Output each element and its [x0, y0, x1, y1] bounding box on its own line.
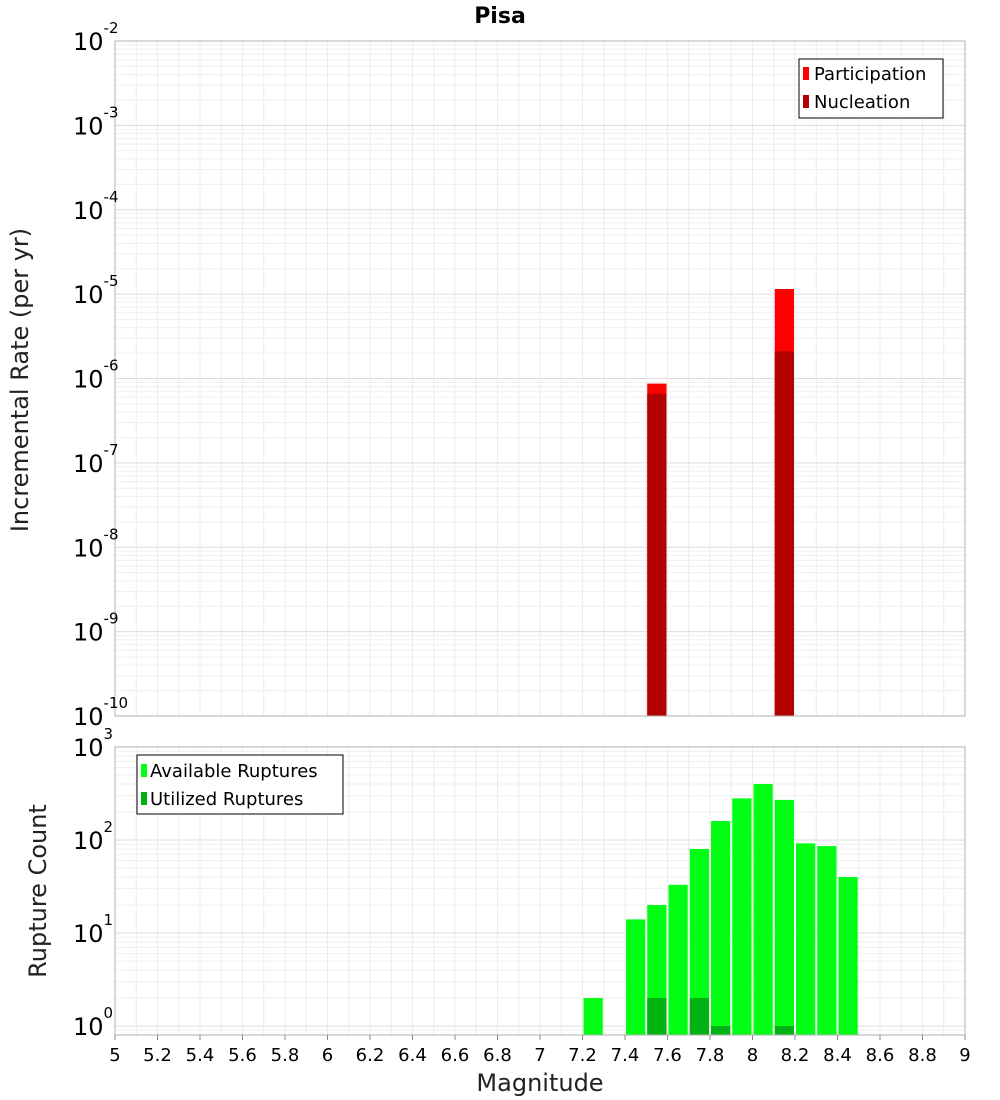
- x-tick-label: 5.8: [271, 1045, 300, 1066]
- y-tick-label: 10-3: [73, 103, 119, 140]
- x-tick-label: 5.2: [143, 1045, 172, 1066]
- bar-available-ruptures: [711, 821, 731, 1035]
- legend-swatch-available: [141, 764, 147, 777]
- y-tick-label: 100: [73, 1004, 113, 1041]
- legend-label-participation: Participation: [814, 64, 926, 85]
- y-tick-base: 10: [73, 28, 104, 56]
- bar-available-ruptures: [626, 919, 646, 1035]
- y-tick-exponent: -7: [104, 441, 119, 459]
- x-tick-label: 6.2: [356, 1045, 385, 1066]
- x-axis-label: Magnitude: [476, 1069, 603, 1097]
- x-tick-label: 6.6: [441, 1045, 470, 1066]
- bar-nucleation: [774, 351, 794, 716]
- top-plot-frame: [114, 40, 966, 717]
- y-tick-base: 10: [73, 197, 104, 225]
- bar-available-ruptures: [796, 843, 816, 1035]
- bottom-legend: Available Ruptures Utilized Ruptures: [136, 754, 344, 815]
- y-tick-exponent: -3: [104, 103, 119, 121]
- top-legend: Participation Nucleation: [798, 58, 944, 119]
- y-tick-base: 10: [73, 450, 104, 478]
- bar-available-ruptures: [583, 997, 603, 1035]
- x-tick-label: 8.8: [908, 1045, 937, 1066]
- y-tick-exponent: -10: [104, 694, 129, 712]
- y-tick-label: 10-5: [73, 272, 119, 309]
- legend-swatch-utilized: [141, 792, 147, 805]
- legend-label-utilized: Utilized Ruptures: [150, 789, 303, 810]
- legend-swatch-nucleation: [803, 95, 809, 108]
- y-tick-label: 10-7: [73, 441, 119, 478]
- legend-label-available: Available Ruptures: [150, 761, 318, 782]
- x-tick-label: 8.2: [781, 1045, 810, 1066]
- bottom-legend-box: [136, 754, 344, 815]
- y-tick-label: 10-6: [73, 357, 119, 394]
- y-tick-exponent: -5: [104, 272, 119, 290]
- y-tick-label: 10-4: [73, 188, 119, 225]
- y-tick-exponent: -6: [104, 357, 119, 375]
- y-tick-label: 103: [73, 725, 113, 762]
- bar-utilized-ruptures: [689, 997, 709, 1035]
- y-tick-base: 10: [73, 534, 104, 562]
- bar-available-ruptures: [838, 877, 858, 1035]
- bar-available-ruptures: [774, 799, 794, 1035]
- x-tick-label: 7: [534, 1045, 545, 1066]
- legend-swatch-participation: [803, 67, 809, 80]
- bar-available-ruptures: [668, 884, 688, 1035]
- x-tick-label: 7.4: [611, 1045, 640, 1066]
- y-tick-base: 10: [73, 112, 104, 140]
- y-tick-base: 10: [73, 827, 104, 855]
- bar-utilized-ruptures: [647, 997, 667, 1035]
- x-tick-label: 5.4: [186, 1045, 215, 1066]
- y-tick-exponent: 1: [104, 911, 114, 929]
- x-tick-label: 8.4: [823, 1045, 852, 1066]
- y-tick-exponent: -9: [104, 610, 119, 628]
- x-tick-label: 5.6: [228, 1045, 257, 1066]
- y-tick-label: 102: [73, 818, 113, 855]
- y-tick-exponent: -8: [104, 525, 119, 543]
- y-tick-exponent: 0: [104, 1004, 114, 1022]
- x-tick-label: 7.6: [653, 1045, 682, 1066]
- bar-available-ruptures: [817, 846, 837, 1035]
- bar-available-ruptures: [732, 798, 752, 1035]
- x-tick-label: 9: [959, 1045, 970, 1066]
- top-y-axis-label: Incremental Rate (per yr): [6, 228, 34, 532]
- y-tick-base: 10: [73, 703, 104, 731]
- bar-utilized-ruptures: [711, 1025, 731, 1035]
- x-tick-label: 6: [322, 1045, 333, 1066]
- y-tick-label: 10-10: [73, 694, 128, 731]
- y-tick-base: 10: [73, 281, 104, 309]
- y-tick-label: 10-9: [73, 610, 119, 647]
- y-tick-base: 10: [73, 920, 104, 948]
- y-tick-exponent: -2: [104, 19, 119, 37]
- y-tick-base: 10: [73, 619, 104, 647]
- x-tick-label: 6.8: [483, 1045, 512, 1066]
- x-tick-label: 8.6: [866, 1045, 895, 1066]
- x-tick-label: 7.8: [696, 1045, 725, 1066]
- y-tick-exponent: -4: [104, 188, 119, 206]
- y-tick-label: 10-8: [73, 525, 119, 562]
- y-tick-base: 10: [73, 366, 104, 394]
- chart-title: Pisa: [474, 4, 526, 29]
- y-tick-exponent: 3: [104, 725, 114, 743]
- top-legend-box: [798, 58, 944, 119]
- x-tick-label: 8: [747, 1045, 758, 1066]
- x-tick-label: 5: [109, 1045, 120, 1066]
- bar-utilized-ruptures: [774, 1025, 794, 1035]
- x-tick-label: 7.2: [568, 1045, 597, 1066]
- y-tick-label: 10-2: [73, 19, 119, 56]
- x-tick-label: 6.4: [398, 1045, 427, 1066]
- bottom-y-axis-label: Rupture Count: [24, 804, 52, 978]
- bar-available-ruptures: [689, 849, 709, 1035]
- bar-nucleation: [647, 393, 667, 716]
- y-tick-base: 10: [73, 734, 104, 762]
- y-tick-label: 101: [73, 911, 113, 948]
- bar-available-ruptures: [753, 784, 773, 1035]
- y-tick-base: 10: [73, 1013, 104, 1041]
- legend-label-nucleation: Nucleation: [814, 92, 910, 113]
- y-tick-exponent: 2: [104, 818, 114, 836]
